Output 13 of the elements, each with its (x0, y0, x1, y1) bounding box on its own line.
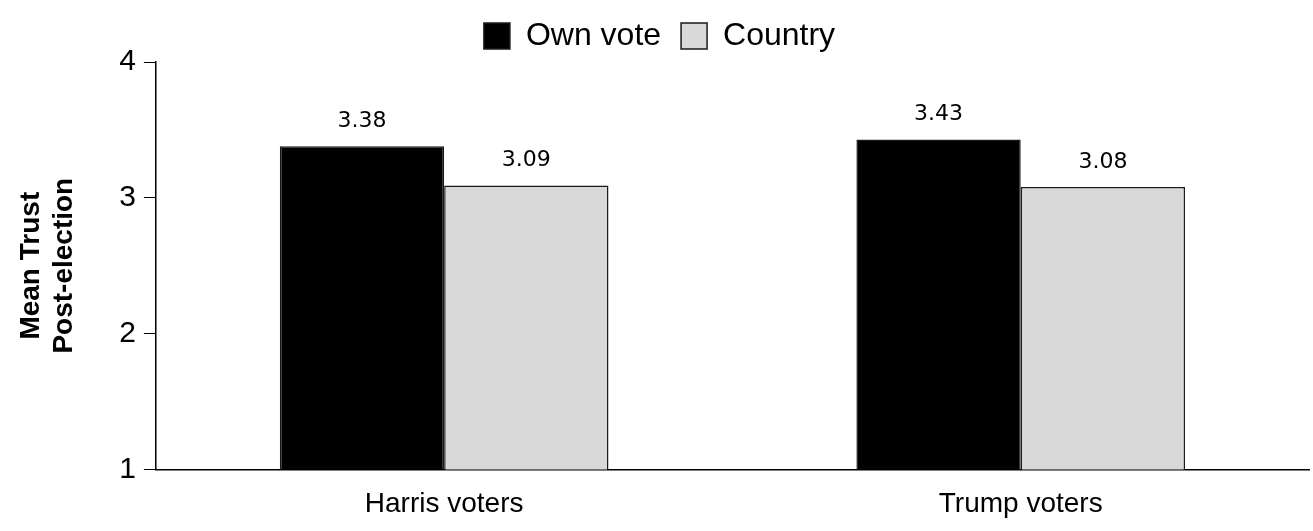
y-tick-label: 3 (119, 179, 136, 213)
data-label: 3.09 (501, 146, 551, 172)
y-tick-label: 1 (119, 450, 136, 484)
y-tick-label: 4 (119, 43, 136, 77)
legend-label: Country (723, 15, 836, 52)
x-tick-label: Harris voters (364, 486, 524, 518)
data-label: 3.43 (914, 100, 964, 126)
data-label: 3.38 (337, 106, 387, 132)
legend-label: Own vote (525, 15, 662, 52)
y-tick-label: 2 (119, 314, 136, 348)
x-tick-label: Trump voters (938, 486, 1103, 518)
y-axis-title: Mean Trust Post-election (13, 177, 79, 354)
data-label: 3.08 (1078, 147, 1128, 173)
